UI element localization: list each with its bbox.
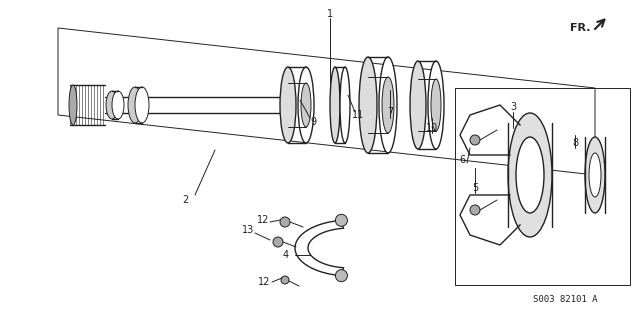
Ellipse shape [410,61,426,149]
Ellipse shape [335,270,348,282]
Text: 3: 3 [510,102,516,112]
Text: 11: 11 [352,110,364,120]
Text: 9: 9 [310,117,316,127]
Ellipse shape [298,67,314,143]
Text: 6: 6 [459,155,465,165]
Ellipse shape [128,87,142,123]
Ellipse shape [431,79,441,131]
Ellipse shape [281,276,289,284]
Text: 2: 2 [182,195,188,205]
Ellipse shape [112,91,124,119]
Ellipse shape [470,205,480,215]
Text: 1: 1 [327,9,333,19]
Text: 13: 13 [242,225,254,235]
Ellipse shape [301,83,311,127]
Ellipse shape [280,217,290,227]
Ellipse shape [280,67,296,143]
Text: 12: 12 [258,277,270,287]
Text: 8: 8 [572,138,578,148]
Ellipse shape [69,85,77,125]
Text: S003 82101 A: S003 82101 A [532,295,597,305]
Ellipse shape [585,137,605,213]
Text: 10: 10 [426,123,438,133]
Ellipse shape [359,57,377,153]
Ellipse shape [470,135,480,145]
Ellipse shape [106,91,118,119]
Text: 5: 5 [472,183,478,193]
Ellipse shape [516,137,544,213]
Ellipse shape [382,77,394,133]
Ellipse shape [335,214,348,226]
Ellipse shape [508,113,552,237]
Ellipse shape [135,87,149,123]
Ellipse shape [589,153,601,197]
Ellipse shape [379,57,397,153]
Ellipse shape [330,67,340,143]
Ellipse shape [273,237,283,247]
Text: 12: 12 [257,215,269,225]
Text: 4: 4 [283,250,289,260]
Text: FR.: FR. [570,23,590,33]
Ellipse shape [428,61,444,149]
Ellipse shape [340,67,350,143]
Text: 7: 7 [387,107,393,117]
